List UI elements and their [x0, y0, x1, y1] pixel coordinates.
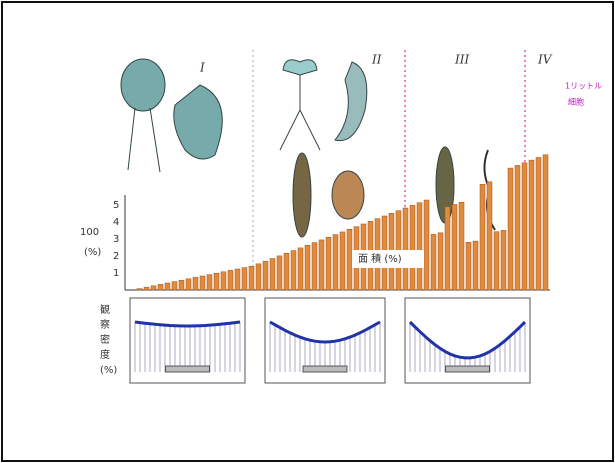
bar — [473, 241, 478, 290]
bar — [172, 282, 177, 290]
bar — [256, 264, 261, 290]
bar — [452, 204, 457, 290]
bar — [221, 272, 226, 290]
nauplius — [121, 59, 165, 111]
bar — [459, 202, 464, 290]
tick-label: 4 — [113, 217, 119, 228]
bar — [403, 208, 408, 290]
bar — [312, 243, 317, 290]
bar — [298, 248, 303, 290]
bar-label: 面 積 (%) — [358, 252, 402, 265]
crab-larva — [332, 171, 364, 219]
bar — [158, 284, 163, 290]
bar — [333, 235, 338, 290]
bar — [487, 182, 492, 290]
bar — [494, 232, 499, 290]
bar — [508, 168, 513, 290]
bar — [340, 232, 345, 290]
panel-bar — [446, 366, 490, 372]
note: 細胞 — [568, 97, 584, 107]
bar — [235, 269, 240, 290]
bar — [228, 270, 233, 290]
page: I II III IV 1リットル 細胞 100 (%) 5 4 3 2 1 面… — [0, 0, 615, 463]
bar — [179, 280, 184, 290]
stage-label: I — [199, 61, 205, 75]
bar — [200, 276, 205, 290]
bar — [445, 207, 450, 290]
bar — [326, 237, 331, 290]
bar — [347, 229, 352, 290]
stage-label: II — [371, 53, 382, 67]
bar — [242, 268, 247, 290]
bar — [543, 155, 548, 290]
bar — [536, 157, 541, 290]
note: 1リットル — [565, 82, 602, 91]
bar — [410, 205, 415, 290]
bar — [431, 234, 436, 290]
tick-label: 2 — [113, 251, 119, 262]
lower-axis-label: 察 — [100, 318, 110, 331]
tick-label: 1 — [113, 268, 119, 279]
bar — [186, 279, 191, 290]
bar — [417, 203, 422, 290]
bar — [263, 261, 268, 290]
bar — [515, 165, 520, 290]
bar — [424, 200, 429, 290]
axis-label: 100 — [80, 227, 99, 238]
bar — [522, 163, 527, 290]
bar — [214, 273, 219, 290]
lower-axis-label: 度 — [100, 348, 110, 361]
bar — [277, 256, 282, 290]
bar — [529, 160, 534, 290]
panel-bar — [303, 366, 347, 372]
lower-axis-label: 観 — [100, 303, 110, 316]
axis-unit: (%) — [84, 247, 101, 258]
bar — [305, 245, 310, 290]
panel-bar — [166, 366, 210, 372]
bar — [165, 283, 170, 290]
stage-label: IV — [537, 53, 553, 67]
lower-axis-label: (%) — [100, 365, 117, 376]
post-larva — [293, 153, 311, 237]
figure: I II III IV 1リットル 細胞 100 (%) 5 4 3 2 1 面… — [0, 0, 615, 463]
bar — [480, 184, 485, 290]
stage-label: III — [454, 53, 469, 67]
tick-label: 5 — [113, 200, 119, 211]
bar — [501, 230, 506, 290]
bar — [438, 233, 443, 290]
bar — [151, 286, 156, 290]
bar — [193, 277, 198, 290]
bar — [319, 240, 324, 290]
lower-axis-label: 密 — [100, 333, 110, 346]
bar — [249, 266, 254, 290]
bar — [137, 289, 142, 290]
bar — [270, 259, 275, 290]
bar — [207, 275, 212, 290]
bar — [466, 242, 471, 290]
bar — [291, 251, 296, 290]
tick-label: 3 — [113, 234, 119, 245]
bar — [144, 287, 149, 290]
bar — [284, 253, 289, 290]
